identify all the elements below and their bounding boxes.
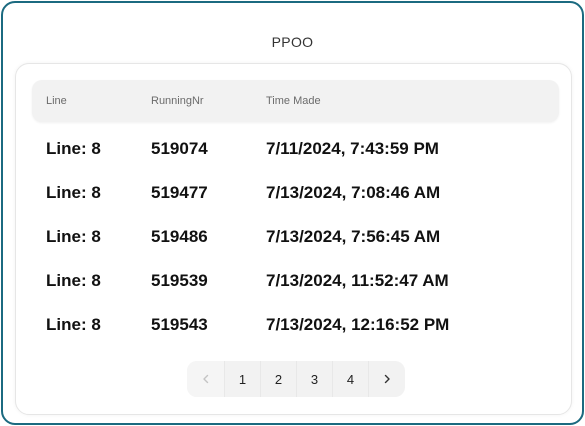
table-card: Line RunningNr Time Made Line: 8 519074 … <box>15 63 572 415</box>
column-header-running-nr[interactable]: RunningNr <box>151 95 204 107</box>
page-button-1[interactable]: 1 <box>225 361 261 397</box>
cell-time-made: 7/13/2024, 11:52:47 AM <box>266 271 449 290</box>
cell-running-nr: 519074 <box>151 139 208 158</box>
chevron-right-icon <box>384 374 390 384</box>
cell-time-made: 7/13/2024, 7:08:46 AM <box>266 183 441 202</box>
prev-page-button[interactable] <box>187 361 225 397</box>
pagination: 1 2 3 4 <box>187 361 405 397</box>
column-header-time-made[interactable]: Time Made <box>266 95 321 107</box>
page-button-4[interactable]: 4 <box>333 361 369 397</box>
next-page-button[interactable] <box>369 361 405 397</box>
cell-line: Line: 8 <box>46 227 101 246</box>
table-row[interactable]: Line: 8 519543 7/13/2024, 12:16:52 PM <box>32 303 559 347</box>
table-row[interactable]: Line: 8 519539 7/13/2024, 11:52:47 AM <box>32 259 559 303</box>
cell-running-nr: 519539 <box>151 271 208 290</box>
column-header-line[interactable]: Line <box>46 95 67 107</box>
page-button-2[interactable]: 2 <box>261 361 297 397</box>
chevron-left-icon <box>202 374 208 384</box>
cell-line: Line: 8 <box>46 315 101 334</box>
table-row[interactable]: Line: 8 519477 7/13/2024, 7:08:46 AM <box>32 171 559 215</box>
cell-time-made: 7/13/2024, 12:16:52 PM <box>266 315 450 334</box>
page-button-3[interactable]: 3 <box>297 361 333 397</box>
cell-time-made: 7/11/2024, 7:43:59 PM <box>266 139 439 158</box>
cell-line: Line: 8 <box>46 183 101 202</box>
cell-line: Line: 8 <box>46 139 101 158</box>
cell-running-nr: 519486 <box>151 227 208 246</box>
table-header: Line RunningNr Time Made <box>32 80 559 122</box>
table-row[interactable]: Line: 8 519486 7/13/2024, 7:56:45 AM <box>32 215 559 259</box>
cell-running-nr: 519543 <box>151 315 208 334</box>
table-row[interactable]: Line: 8 519074 7/11/2024, 7:43:59 PM <box>32 127 559 171</box>
page-title: PPOO <box>271 34 314 50</box>
cell-running-nr: 519477 <box>151 183 208 202</box>
cell-time-made: 7/13/2024, 7:56:45 AM <box>266 227 441 246</box>
cell-line: Line: 8 <box>46 271 101 290</box>
